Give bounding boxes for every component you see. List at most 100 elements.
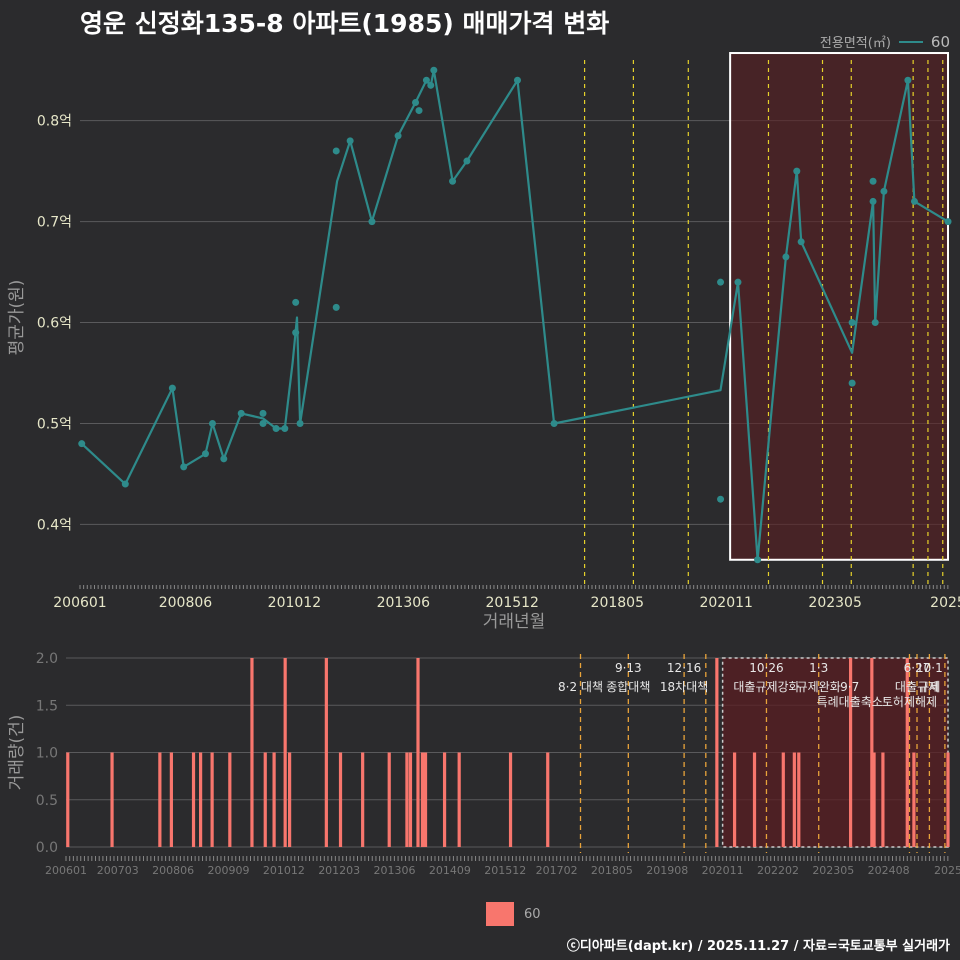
bottom-y-tick-label: 0.5 <box>36 793 58 809</box>
price-point <box>848 379 856 387</box>
price-point <box>430 66 438 74</box>
volume-bar <box>946 752 950 847</box>
volume-bar <box>191 752 196 847</box>
price-point <box>871 319 879 327</box>
price-point <box>220 455 228 463</box>
price-point <box>427 81 435 89</box>
price-point <box>259 419 267 427</box>
bottom-x-tick-label: 2025 <box>934 864 960 877</box>
bottom-x-tick-label: 200601 <box>45 864 87 877</box>
volume-bar <box>283 658 287 847</box>
top-y-tick-label: 0.8억 <box>37 114 72 130</box>
volume-bar <box>263 752 267 847</box>
policy-annotation: 규제 <box>918 680 940 694</box>
price-point <box>394 132 402 140</box>
policy-annotation: 9·13 <box>615 661 642 675</box>
top-x-tick-label: 202305 <box>808 595 861 611</box>
volume-bar <box>508 752 513 847</box>
price-point <box>717 278 725 286</box>
top-x-tick-label: 200806 <box>159 595 213 611</box>
chart-title: 영운 신정화135-8 아파트(1985) 매매가격 변화 <box>80 9 610 38</box>
price-point <box>944 218 952 226</box>
price-point <box>78 440 86 448</box>
top-y-axis-title: 평균가(원) <box>7 280 27 356</box>
policy-annotation: 종합대책 <box>606 679 650 694</box>
bottom-x-tick-label: 202305 <box>812 864 854 877</box>
bottom-x-tick-label: 201306 <box>374 864 416 877</box>
price-point <box>782 253 790 261</box>
price-point <box>281 425 289 433</box>
volume-bar <box>781 752 785 847</box>
volume-bar <box>870 658 874 847</box>
policy-annotation: 6·27 <box>904 661 931 675</box>
price-point <box>797 238 805 246</box>
price-point <box>904 76 912 84</box>
volume-bar <box>272 752 276 847</box>
volume-bar <box>905 658 909 847</box>
price-point <box>449 177 457 185</box>
bottom-x-tick-label: 201512 <box>484 864 526 877</box>
policy-annotation: 10·26 <box>749 661 783 675</box>
volume-bar <box>442 752 447 847</box>
volume-bar <box>912 752 916 847</box>
price-point <box>292 329 300 337</box>
top-y-tick-label: 0.5억 <box>37 416 72 432</box>
price-point <box>180 463 188 471</box>
price-point <box>296 419 304 427</box>
top-x-axis-title: 거래년월 <box>483 612 546 632</box>
policy-annotation: 9·7 <box>840 680 859 694</box>
volume-bar <box>848 658 853 847</box>
price-point <box>412 98 420 106</box>
volume-bar <box>732 752 737 847</box>
bottom-legend: 60 <box>486 902 541 926</box>
volume-bar <box>715 658 719 847</box>
bottom-x-tick-label: 201203 <box>318 864 360 877</box>
volume-bar <box>110 752 114 847</box>
price-point <box>869 177 877 185</box>
volume-bar <box>361 752 365 847</box>
bottom-x-tick-label: 201702 <box>536 864 578 877</box>
volume-bar <box>408 752 413 847</box>
bottom-y-tick-label: 2.0 <box>36 651 58 667</box>
legend-title: 전용면적(㎡) <box>819 36 891 51</box>
volume-bar <box>210 752 214 847</box>
bottom-legend-label: 60 <box>524 906 541 922</box>
volume-bar <box>228 752 232 847</box>
price-point <box>415 107 423 115</box>
legend: 전용면적(㎡) 60 <box>819 32 950 52</box>
volume-bar <box>792 752 796 847</box>
volume-bar <box>881 752 885 847</box>
policy-annotation: 토허제해제 <box>882 695 937 709</box>
policy-annotation: 18차대책 <box>660 679 708 694</box>
footer-credit: ⓒ디아파트(dapt.kr) / 2025.11.27 / 자료=국토교통부 실… <box>566 939 950 954</box>
top-x-tick-label: 201012 <box>268 595 321 611</box>
bottom-y-tick-label: 1.5 <box>36 698 58 714</box>
bottom-highlight-box <box>721 657 949 848</box>
volume-bar <box>546 752 550 847</box>
top-x-tick-label: 2025 <box>930 595 960 611</box>
price-point <box>869 197 877 205</box>
bottom-x-tick-label: 202011 <box>702 864 744 877</box>
top-x-tick-label: 201512 <box>486 595 539 611</box>
price-point <box>292 298 300 306</box>
volume-bar <box>250 658 254 847</box>
bottom-x-tick-label: 202202 <box>757 864 799 877</box>
price-point <box>168 384 176 392</box>
top-y-tick-label: 0.4억 <box>37 517 72 533</box>
bottom-y-tick-label: 0.0 <box>36 840 58 856</box>
bottom-y-tick-label: 1.0 <box>36 746 58 762</box>
price-point <box>550 419 558 427</box>
volume-bar <box>387 752 391 847</box>
bottom-x-tick-label: 200806 <box>152 864 194 877</box>
price-point <box>754 556 762 564</box>
volume-bar <box>199 752 203 847</box>
price-point <box>734 278 742 286</box>
price-point <box>463 157 471 165</box>
volume-bar <box>169 752 173 847</box>
volume-bar <box>416 658 420 847</box>
price-point <box>332 147 340 155</box>
top-highlight-box <box>729 52 950 561</box>
legend-label: 60 <box>930 32 950 51</box>
policy-annotation: 규제완화 <box>797 680 841 694</box>
